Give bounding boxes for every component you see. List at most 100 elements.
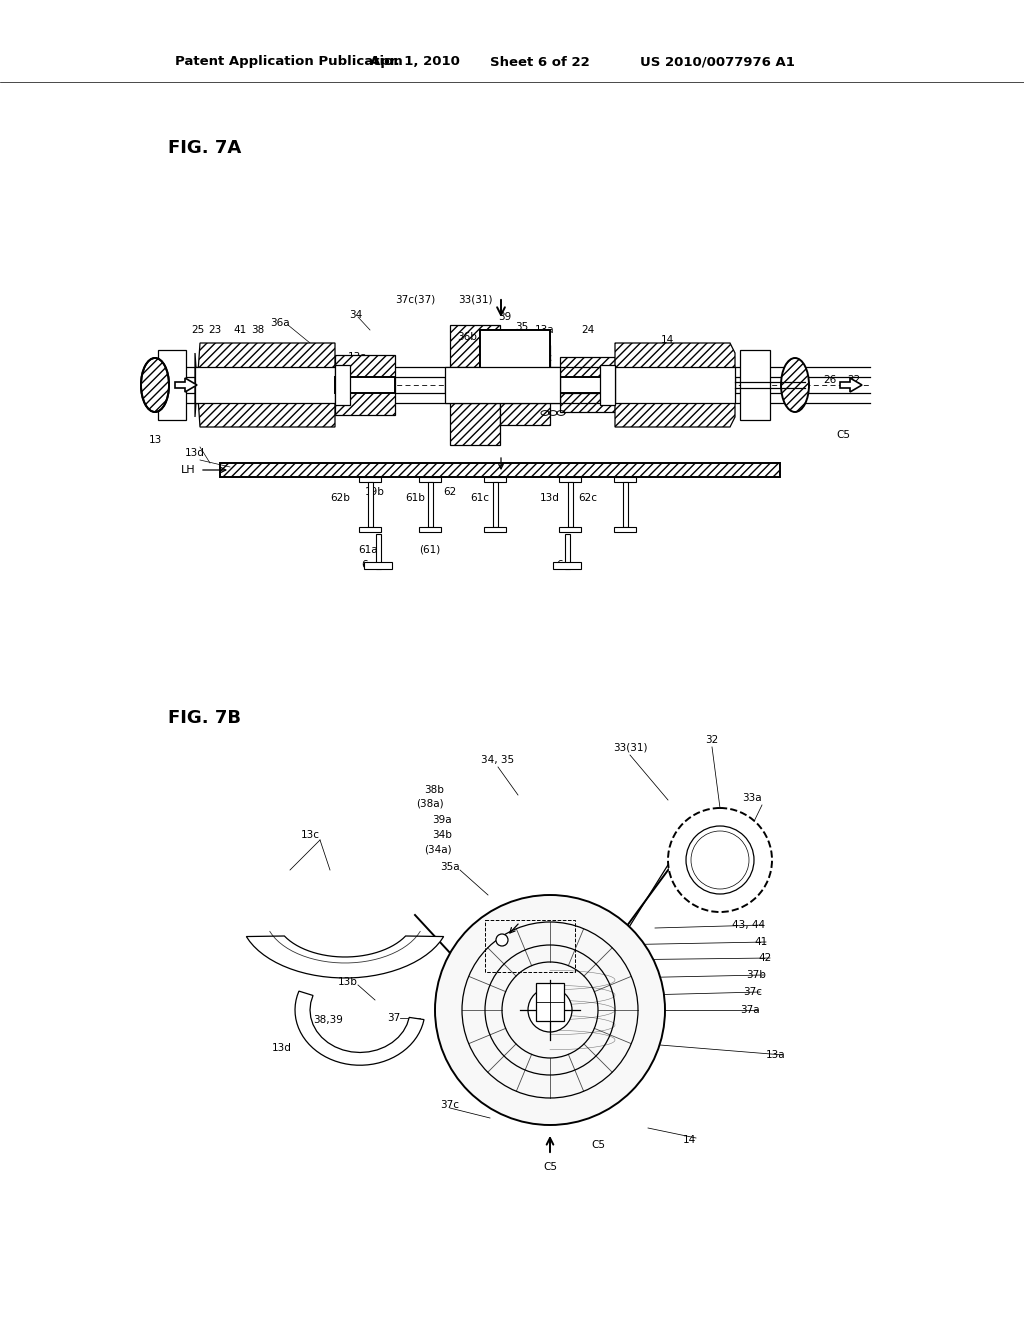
Bar [484, 527, 506, 532]
Polygon shape [175, 378, 197, 392]
Bar [450, 325, 500, 445]
Text: 37c(37): 37c(37) [395, 294, 435, 305]
Text: 13d: 13d [272, 1043, 292, 1053]
Bar [559, 527, 581, 532]
Text: 13a: 13a [536, 325, 555, 335]
Text: 23: 23 [208, 325, 221, 335]
Bar [419, 477, 441, 482]
Bar [623, 482, 628, 527]
Text: 37c: 37c [743, 987, 762, 997]
Bar [335, 355, 395, 414]
Text: 36c: 36c [534, 352, 553, 363]
Bar [615, 367, 735, 403]
Text: 13d: 13d [540, 492, 560, 503]
Text: 35: 35 [515, 322, 528, 333]
Text: 38: 38 [251, 325, 264, 335]
Text: US 2010/0077976 A1: US 2010/0077976 A1 [640, 55, 795, 69]
Text: 33(31): 33(31) [458, 294, 493, 305]
Text: 37b: 37b [746, 970, 766, 979]
Bar [565, 535, 570, 569]
Text: 34b: 34b [432, 830, 452, 840]
Polygon shape [195, 343, 335, 426]
Text: 26: 26 [823, 375, 837, 385]
Ellipse shape [141, 358, 169, 412]
Bar [428, 482, 433, 527]
Bar [195, 367, 335, 403]
Text: 36b: 36b [457, 333, 477, 342]
Text: 25: 25 [191, 325, 205, 335]
Bar [480, 330, 550, 400]
Bar [335, 366, 350, 405]
Text: 13a: 13a [348, 352, 368, 362]
Bar [480, 330, 550, 400]
Text: 38b: 38b [424, 785, 444, 795]
Polygon shape [615, 343, 735, 426]
Bar [614, 477, 636, 482]
Text: C5: C5 [543, 1162, 557, 1172]
Text: 37a: 37a [740, 1005, 760, 1015]
Text: 62b: 62b [330, 492, 350, 503]
Text: Patent Application Publication: Patent Application Publication [175, 55, 402, 69]
Text: LH: LH [180, 465, 195, 475]
Text: 41: 41 [233, 325, 247, 335]
Bar [220, 463, 780, 477]
Bar [158, 350, 186, 420]
Polygon shape [295, 991, 424, 1065]
Bar [536, 983, 564, 1020]
Text: 38,39: 38,39 [313, 1015, 343, 1026]
Text: 34: 34 [349, 310, 362, 319]
Text: 33(31): 33(31) [612, 743, 647, 752]
Bar [364, 562, 392, 569]
Text: 34, 35: 34, 35 [481, 755, 515, 766]
Circle shape [686, 826, 754, 894]
Text: 13a: 13a [765, 1049, 785, 1060]
Ellipse shape [781, 358, 809, 412]
Text: 22: 22 [847, 375, 860, 385]
Text: 24: 24 [582, 325, 595, 335]
Bar [359, 527, 381, 532]
Text: 6: 6 [557, 560, 563, 570]
Text: 42: 42 [759, 953, 772, 964]
Text: 14: 14 [660, 335, 674, 345]
Text: (34a): (34a) [424, 845, 452, 855]
Text: FIG. 7A: FIG. 7A [168, 139, 242, 157]
Polygon shape [247, 936, 443, 978]
Text: 14: 14 [683, 1135, 696, 1144]
Text: C5: C5 [836, 430, 850, 440]
Text: 36a: 36a [270, 318, 290, 327]
Bar [553, 562, 581, 569]
Text: (61): (61) [420, 545, 440, 554]
Text: Apr. 1, 2010: Apr. 1, 2010 [370, 55, 460, 69]
Bar [493, 482, 498, 527]
Text: FIG. 7B: FIG. 7B [168, 709, 241, 727]
Text: 33a: 33a [742, 793, 762, 803]
Text: 61a: 61a [358, 545, 378, 554]
Circle shape [435, 895, 665, 1125]
Bar [445, 378, 560, 393]
Text: 62c: 62c [579, 492, 597, 503]
Circle shape [668, 808, 772, 912]
Bar [559, 477, 581, 482]
Bar [568, 482, 573, 527]
Bar [419, 527, 441, 532]
Bar [560, 356, 615, 412]
Text: 13b: 13b [338, 977, 358, 987]
Text: 37c: 37c [440, 1100, 460, 1110]
Text: 13c: 13c [301, 830, 319, 840]
Text: 13d: 13d [185, 447, 205, 458]
Text: 43, 44: 43, 44 [732, 920, 765, 931]
Text: 39: 39 [499, 312, 512, 322]
Bar [560, 378, 615, 393]
Circle shape [496, 935, 508, 946]
Bar [614, 527, 636, 532]
Text: 19b: 19b [366, 487, 385, 498]
Bar [600, 366, 615, 405]
Bar [368, 482, 373, 527]
Bar [484, 477, 506, 482]
Text: 13: 13 [148, 436, 162, 445]
Bar [445, 367, 560, 403]
Text: 6: 6 [361, 560, 369, 570]
Text: 35a: 35a [440, 862, 460, 873]
Text: 21: 21 [148, 370, 162, 380]
Text: 41: 41 [755, 937, 768, 946]
